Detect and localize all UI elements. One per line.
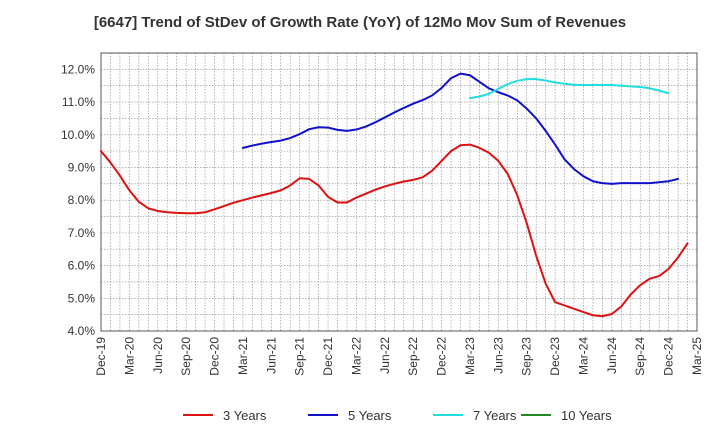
legend-label: 3 Years <box>223 408 267 423</box>
x-tick-label: Sep-22 <box>406 337 420 376</box>
x-tick-label: Dec-22 <box>435 337 449 376</box>
x-tick-label: Mar-23 <box>463 337 477 375</box>
x-tick-label: Jun-22 <box>378 337 392 374</box>
legend-label: 5 Years <box>348 408 392 423</box>
x-tick-label: Mar-22 <box>349 337 363 375</box>
y-tick-label: 5.0% <box>68 291 96 305</box>
y-tick-label: 8.0% <box>68 193 96 207</box>
y-tick-label: 10.0% <box>61 128 95 142</box>
x-tick-label: Jun-24 <box>605 337 619 374</box>
legend-label: 7 Years <box>473 408 517 423</box>
y-tick-label: 12.0% <box>61 62 95 76</box>
legend-label: 10 Years <box>561 408 612 423</box>
x-tick-label: Mar-24 <box>576 337 590 375</box>
x-tick-label: Jun-21 <box>264 337 278 374</box>
y-tick-label: 6.0% <box>68 259 96 273</box>
x-tick-label: Dec-20 <box>208 337 222 376</box>
x-tick-label: Sep-21 <box>293 337 307 376</box>
x-tick-label: Sep-20 <box>179 337 193 376</box>
x-tick-label: Mar-20 <box>122 337 136 375</box>
x-tick-label: Mar-25 <box>690 337 704 375</box>
plot-area <box>101 53 697 331</box>
x-tick-label: Dec-23 <box>548 337 562 376</box>
chart-title: [6647] Trend of StDev of Growth Rate (Yo… <box>93 14 627 31</box>
y-tick-label: 9.0% <box>68 160 96 174</box>
x-tick-label: Jun-20 <box>151 337 165 374</box>
series-line-5-years <box>241 72 680 185</box>
x-tick-label: Dec-24 <box>662 337 676 376</box>
y-tick-label: 4.0% <box>68 324 96 338</box>
plot-border <box>100 52 698 332</box>
series-line-3-years <box>100 143 689 318</box>
x-tick-label: Dec-19 <box>94 337 108 376</box>
y-tick-label: 7.0% <box>68 226 96 240</box>
y-tick-label: 11.0% <box>62 95 95 109</box>
x-tick-label: Mar-21 <box>236 337 250 375</box>
x-tick-label: Jun-23 <box>491 337 505 374</box>
series-line-7-years <box>468 78 670 100</box>
x-tick-label: Sep-24 <box>633 337 647 376</box>
x-tick-label: Dec-21 <box>321 337 335 376</box>
x-tick-label: Sep-23 <box>520 337 534 376</box>
